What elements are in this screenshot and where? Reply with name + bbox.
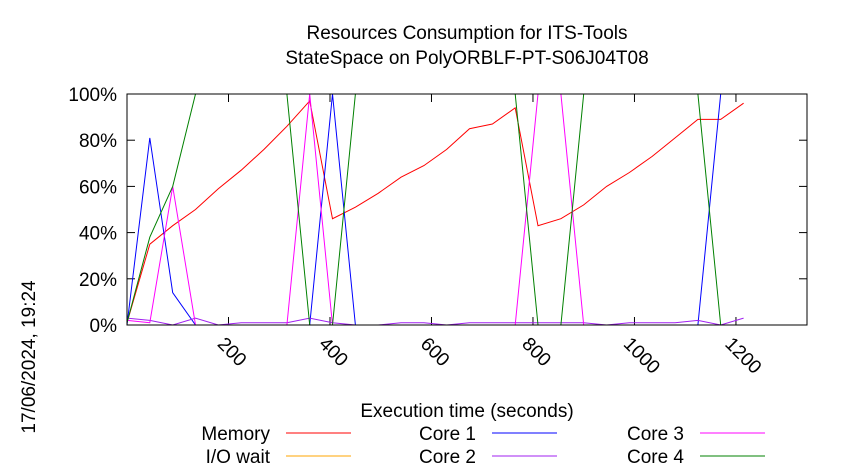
chart-title-line-1: Resources Consumption for ITS-Tools <box>306 23 627 44</box>
legend-label-core-2: Core 2 <box>419 447 476 468</box>
series-line-memory <box>126 99 744 323</box>
x-tick-label: 600 <box>416 334 453 371</box>
y-tick-label: 40% <box>79 224 117 245</box>
x-tick-label: 200 <box>213 334 250 371</box>
legend-label-core-1: Core 1 <box>419 424 476 445</box>
legend-label-core-4: Core 4 <box>627 447 684 468</box>
legend-label-i-o-wait: I/O wait <box>206 447 271 468</box>
x-tick-label: 1000 <box>619 334 664 379</box>
legend-label-core-3: Core 3 <box>627 424 684 445</box>
x-tick-label: 1200 <box>720 334 765 379</box>
x-axis-label: Execution time (seconds) <box>360 401 573 422</box>
timestamp-label: 17/06/2024, 19:24 <box>19 280 40 434</box>
y-tick-label: 100% <box>68 85 117 106</box>
chart-title-line-2: StateSpace on PolyORBLF-PT-S06J04T08 <box>285 48 648 69</box>
y-tick-label: 80% <box>79 131 117 152</box>
series-line-core-2 <box>126 317 744 326</box>
y-tick-label: 60% <box>79 177 117 198</box>
x-tick-label: 800 <box>517 334 554 371</box>
y-tick-label: 0% <box>90 316 118 337</box>
x-tick-label: 400 <box>314 334 351 371</box>
plot-frame <box>126 93 808 326</box>
series-line-core-4 <box>126 93 744 326</box>
series-line-core-1 <box>126 93 744 326</box>
y-tick-label: 20% <box>79 270 117 291</box>
legend-label-memory: Memory <box>201 424 270 445</box>
series-line-core-3 <box>126 93 744 326</box>
